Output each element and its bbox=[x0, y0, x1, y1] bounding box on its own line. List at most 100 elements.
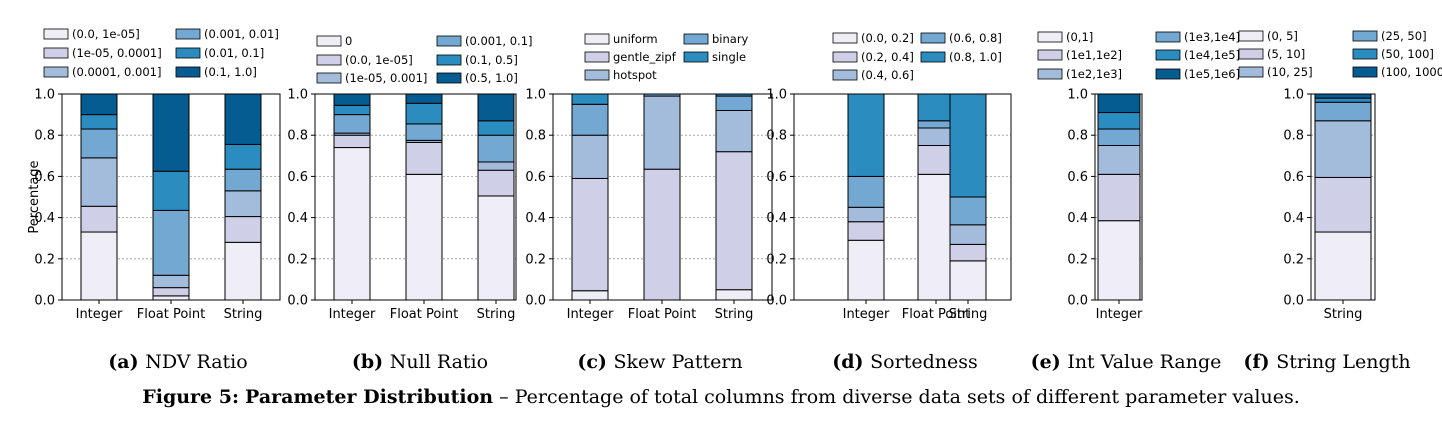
panel-b-bar-integer-seg-4 bbox=[333, 104, 371, 116]
panel-d-axes-frame bbox=[793, 93, 1012, 301]
panel-b-ytick-label: 0.0 bbox=[287, 294, 308, 309]
panel-f-legend-label-0: (0, 5] bbox=[1267, 29, 1298, 43]
panel-a-bar-integer-seg-1 bbox=[80, 205, 118, 233]
panel-a-subtitle-text: NDV Ratio bbox=[145, 351, 248, 373]
panel-e-bar-integer-seg-1 bbox=[1097, 173, 1141, 222]
panel-a-bar-integer-seg-0 bbox=[80, 231, 118, 301]
panel-b-bar-integer-seg-0 bbox=[333, 147, 371, 301]
panel-e-ytick-label: 0.0 bbox=[1067, 294, 1088, 309]
panel-c-xtick-label: Float Point bbox=[628, 307, 697, 322]
panel-c-legend-swatch-3 bbox=[683, 33, 709, 45]
panel-a-ytick-label: 0.2 bbox=[34, 252, 55, 267]
panel-d-bar-string-seg-0 bbox=[949, 260, 987, 301]
panel-f-xtick-label: String bbox=[1324, 307, 1363, 322]
panel-b-axes-frame bbox=[314, 93, 517, 301]
panel-c-bar-string-seg-3 bbox=[715, 95, 753, 111]
panel-f-bar-string-seg-2 bbox=[1314, 120, 1372, 178]
panel-a-legend-swatch-1 bbox=[43, 47, 69, 59]
panel-a-legend-swatch-2 bbox=[43, 66, 69, 78]
panel-d-ytick-label: 0.4 bbox=[766, 211, 787, 226]
panel-b-bar-string-seg-0 bbox=[477, 195, 515, 301]
panel-a-ytick-label: 0.6 bbox=[34, 170, 55, 185]
panel-c-bar-string-seg-1 bbox=[715, 151, 753, 291]
panel-b-xtick-label: Float Point bbox=[390, 307, 459, 322]
panel-a-bar-float-point-seg-5 bbox=[152, 93, 190, 172]
panel-b-bar-integer-seg-1 bbox=[333, 134, 371, 149]
panel-d-legend-label-4: (0.8, 1.0] bbox=[949, 50, 1002, 64]
panel-e-xtick-label: Integer bbox=[1096, 307, 1143, 322]
panel-b-ytick-label: 0.6 bbox=[287, 170, 308, 185]
panel-d-bar-integer-seg-0 bbox=[847, 239, 885, 301]
panel-b-legend-label-3: (0.001, 0.1] bbox=[465, 34, 533, 48]
panel-b-bar-integer-seg-3 bbox=[333, 114, 371, 134]
panel-f-ytick-label: 0.2 bbox=[1283, 252, 1304, 267]
panel-e-axes-frame bbox=[1094, 93, 1143, 301]
panel-c-bar-integer-seg-2 bbox=[571, 134, 609, 179]
panel-b-legend-label-5: (0.5, 1.0] bbox=[465, 71, 518, 85]
panel-b-legend-swatch-4 bbox=[436, 54, 462, 66]
panel-f-subtitle-label: (f) bbox=[1243, 351, 1276, 373]
panel-c-bar-integer-seg-1 bbox=[571, 177, 609, 292]
panel-b-bar-integer-seg-5 bbox=[333, 93, 371, 106]
panel-d-bar-float-point-seg-2 bbox=[917, 127, 955, 146]
panel-a-ytick-label: 0.0 bbox=[34, 294, 55, 309]
panel-b-bar-string-seg-2 bbox=[477, 161, 515, 171]
panel-d-bar-integer-seg-1 bbox=[847, 221, 885, 241]
panel-a-bar-integer-seg-5 bbox=[80, 93, 118, 116]
panel-b-subtitle-label: (b) bbox=[352, 351, 390, 373]
panel-a-bar-float-point-seg-3 bbox=[152, 209, 190, 276]
caption-label: Figure 5: bbox=[142, 386, 239, 408]
caption-rest: – Percentage of total columns from diver… bbox=[493, 386, 1300, 408]
panel-b-legend-swatch-2 bbox=[316, 72, 342, 84]
panel-c-legend-label-0: uniform bbox=[613, 32, 658, 46]
panel-e-legend-swatch-4 bbox=[1155, 49, 1181, 61]
panel-a-xtick-label: Integer bbox=[76, 307, 123, 322]
panel-a-legend-swatch-0 bbox=[43, 28, 69, 40]
panel-c-ytick-label: 0.6 bbox=[525, 170, 546, 185]
panel-a-legend-label-3: (0.001, 0.01] bbox=[204, 27, 279, 41]
panel-e-legend-label-3: (1e3,1e4] bbox=[1184, 30, 1240, 44]
panel-b-bar-float-point-seg-1 bbox=[405, 141, 443, 175]
panel-d-bar-float-point-seg-0 bbox=[917, 173, 955, 301]
panel-b-bar-float-point-seg-5 bbox=[405, 93, 443, 104]
panel-a-ytick-label: 0.8 bbox=[34, 129, 55, 144]
panel-f-legend-swatch-5 bbox=[1352, 66, 1378, 78]
panel-b-xtick-label: Integer bbox=[329, 307, 376, 322]
figure-canvas: 0.0 0.2 0.4 0.6 0.8 1.0 Integer Float Point Stri… bbox=[27, 27, 1442, 373]
panel-f-subtitle-text: String Length bbox=[1276, 351, 1410, 373]
panel-c-subtitle: (c) Skew Pattern bbox=[577, 351, 742, 373]
panel-e-legend-swatch-2 bbox=[1037, 68, 1063, 80]
panel-a-subtitle: (a) NDV Ratio bbox=[108, 351, 247, 373]
panel-f-legend-swatch-2 bbox=[1238, 66, 1264, 78]
panel-d-legend-swatch-3 bbox=[920, 32, 946, 44]
panel-f-ytick-label: 1.0 bbox=[1283, 88, 1304, 103]
panel-b-ytick-label: 1.0 bbox=[287, 88, 308, 103]
panel-d-bar-integer-seg-4 bbox=[847, 93, 885, 177]
panel-d-bar-float-point-seg-3 bbox=[917, 120, 955, 129]
panel-b-ytick-label: 0.2 bbox=[287, 252, 308, 267]
panel-f-legend-label-3: (25, 50] bbox=[1381, 29, 1427, 43]
panel-f-bar-string-seg-4 bbox=[1314, 97, 1372, 103]
panel-c-bar-float-point-seg-2 bbox=[643, 95, 681, 170]
panel-a-bar-string-seg-5 bbox=[224, 93, 262, 145]
panel-d-legend-label-0: (0.0, 0.2] bbox=[861, 31, 914, 45]
panel-a-legend-swatch-4 bbox=[175, 47, 201, 59]
panel-f-ytick-label: 0.4 bbox=[1283, 211, 1304, 226]
panel-a-subtitle-label: (a) bbox=[108, 351, 145, 373]
panel-c-axes-frame bbox=[552, 93, 773, 301]
panel-a-legend-label-0: (0.0, 1e-05] bbox=[72, 27, 140, 41]
panel-f-legend-swatch-0 bbox=[1238, 30, 1264, 42]
panel-f-legend-swatch-4 bbox=[1352, 48, 1378, 60]
panel-c-xtick-label: Integer bbox=[567, 307, 614, 322]
panel-a-legend-label-2: (0.0001, 0.001] bbox=[72, 65, 161, 79]
panel-c-legend-swatch-4 bbox=[683, 51, 709, 63]
panel-e-ytick-label: 0.2 bbox=[1067, 252, 1088, 267]
panel-f-ytick-label: 0.0 bbox=[1283, 294, 1304, 309]
panel-b-bar-string-seg-4 bbox=[477, 120, 515, 136]
panel-f-legend-label-5: (100, 1000] bbox=[1381, 65, 1442, 79]
panel-a-xtick-label: String bbox=[224, 307, 263, 322]
panel-b-ytick-label: 0.4 bbox=[287, 211, 308, 226]
panel-b-legend-label-1: (0.0, 1e-05] bbox=[345, 53, 413, 67]
figure-caption: Figure 5: Parameter Distribution – Perce… bbox=[0, 386, 1442, 408]
panel-d-bar-string-seg-1 bbox=[949, 243, 987, 262]
